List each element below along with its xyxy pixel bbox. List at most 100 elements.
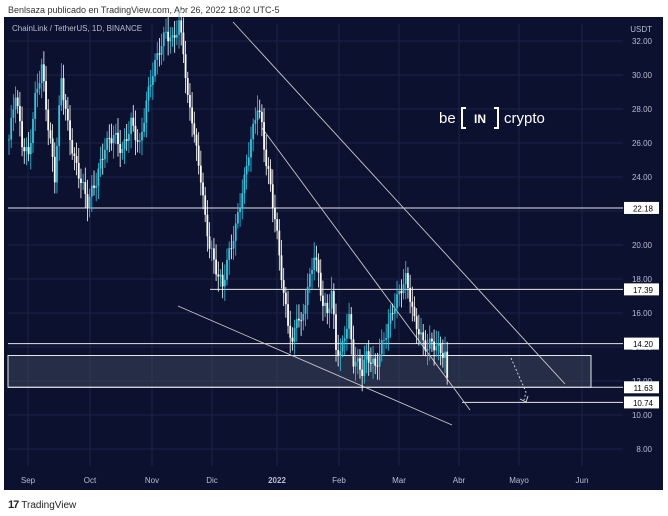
level-tag: [624, 201, 659, 214]
candle-body: [431, 338, 433, 342]
candle-body: [86, 194, 89, 209]
candle-body: [302, 313, 305, 321]
candle-body: [186, 78, 189, 96]
candle-body: [356, 358, 359, 362]
candle-body: [337, 350, 340, 356]
candle-body: [265, 149, 268, 167]
candle-body: [291, 337, 294, 342]
y-tick-label: 32.00: [632, 37, 653, 46]
candle-body: [287, 304, 289, 326]
x-tick-label: Mar: [392, 476, 406, 485]
candle-body: [260, 111, 263, 123]
candle-body: [64, 100, 67, 109]
candle-body: [169, 37, 172, 42]
candle-body: [93, 185, 95, 188]
candle-body: [282, 280, 285, 293]
x-tick-label: Sep: [21, 476, 36, 485]
y-tick-label: 30.00: [632, 71, 653, 80]
candle-body: [428, 338, 431, 349]
candle-body: [23, 147, 26, 152]
candle-body: [295, 318, 298, 328]
candle-body: [58, 105, 61, 146]
x-tick-label: 2022: [268, 476, 286, 485]
candle-body: [446, 351, 449, 378]
candle-body: [433, 341, 435, 351]
watermark-in: IN: [474, 112, 486, 126]
candle-body: [317, 259, 320, 273]
candle-body: [123, 139, 126, 149]
candle-body: [274, 208, 276, 220]
candle-body: [114, 132, 117, 135]
candle-body: [128, 133, 130, 141]
candle-body: [184, 54, 187, 79]
candle-body: [298, 318, 300, 321]
candle-body: [125, 139, 128, 141]
candle-body: [263, 122, 265, 150]
candle-body: [206, 214, 209, 237]
y-tick-label: 16.00: [632, 309, 653, 318]
candle-body: [219, 274, 222, 277]
candle-body: [411, 301, 414, 307]
candle-body: [110, 138, 113, 144]
candle-body: [437, 343, 440, 346]
level-tag: [624, 396, 659, 409]
y-tick-label: 24.00: [632, 173, 653, 182]
trend-lines: [177, 21, 566, 426]
support-zone: [7, 355, 592, 388]
candle-body: [441, 352, 444, 358]
candle-body: [10, 117, 13, 140]
candle-body: [8, 139, 10, 141]
candle-body: [60, 78, 63, 106]
y-tick-label: 28.00: [632, 105, 653, 114]
candle-body: [300, 320, 303, 322]
level-tag: [624, 337, 659, 350]
candle-body: [363, 359, 366, 376]
level-tag: [624, 283, 659, 296]
candle-body: [354, 361, 357, 367]
candle-body: [162, 32, 165, 47]
level-tag: [624, 381, 659, 394]
candle-body: [435, 345, 438, 351]
candle-body: [234, 223, 237, 241]
candle-body: [339, 351, 342, 356]
candle-body: [413, 306, 416, 317]
candle-body: [75, 156, 78, 163]
candle-body: [25, 146, 28, 152]
x-tick-label: Abr: [453, 476, 466, 485]
candle-body: [97, 168, 100, 186]
candle-body: [223, 279, 226, 287]
candle-body: [402, 284, 405, 294]
candle-body: [308, 273, 311, 287]
candle-body: [106, 138, 108, 150]
horizontal-levels: [8, 207, 623, 403]
candle-body: [165, 31, 167, 33]
candle-body: [49, 130, 52, 139]
candle-body: [51, 138, 54, 157]
candle-body: [228, 248, 231, 260]
candle-body: [145, 100, 148, 123]
candle-body: [396, 294, 398, 309]
candle-body: [378, 353, 381, 367]
projection-arrow: [510, 357, 527, 401]
candle-body: [247, 157, 250, 166]
candle-body: [387, 323, 390, 339]
x-tick-label: Feb: [332, 476, 346, 485]
candle-body: [258, 110, 261, 112]
candle-body: [95, 185, 98, 188]
candle-body: [134, 125, 137, 141]
candle-body: [217, 274, 220, 277]
candle-body: [367, 351, 370, 363]
candle-body: [241, 193, 244, 208]
candle-body: [173, 35, 176, 38]
footer: 17 TradingView: [8, 499, 76, 511]
candle-body: [350, 314, 353, 340]
candle-body: [417, 329, 420, 335]
candle-body: [195, 134, 198, 146]
candle-body: [158, 53, 161, 55]
candle-body: [365, 351, 368, 360]
x-tick-label: Oct: [84, 476, 97, 485]
candle-body: [53, 156, 56, 183]
candle-body: [149, 84, 152, 87]
candle-body: [311, 269, 313, 274]
